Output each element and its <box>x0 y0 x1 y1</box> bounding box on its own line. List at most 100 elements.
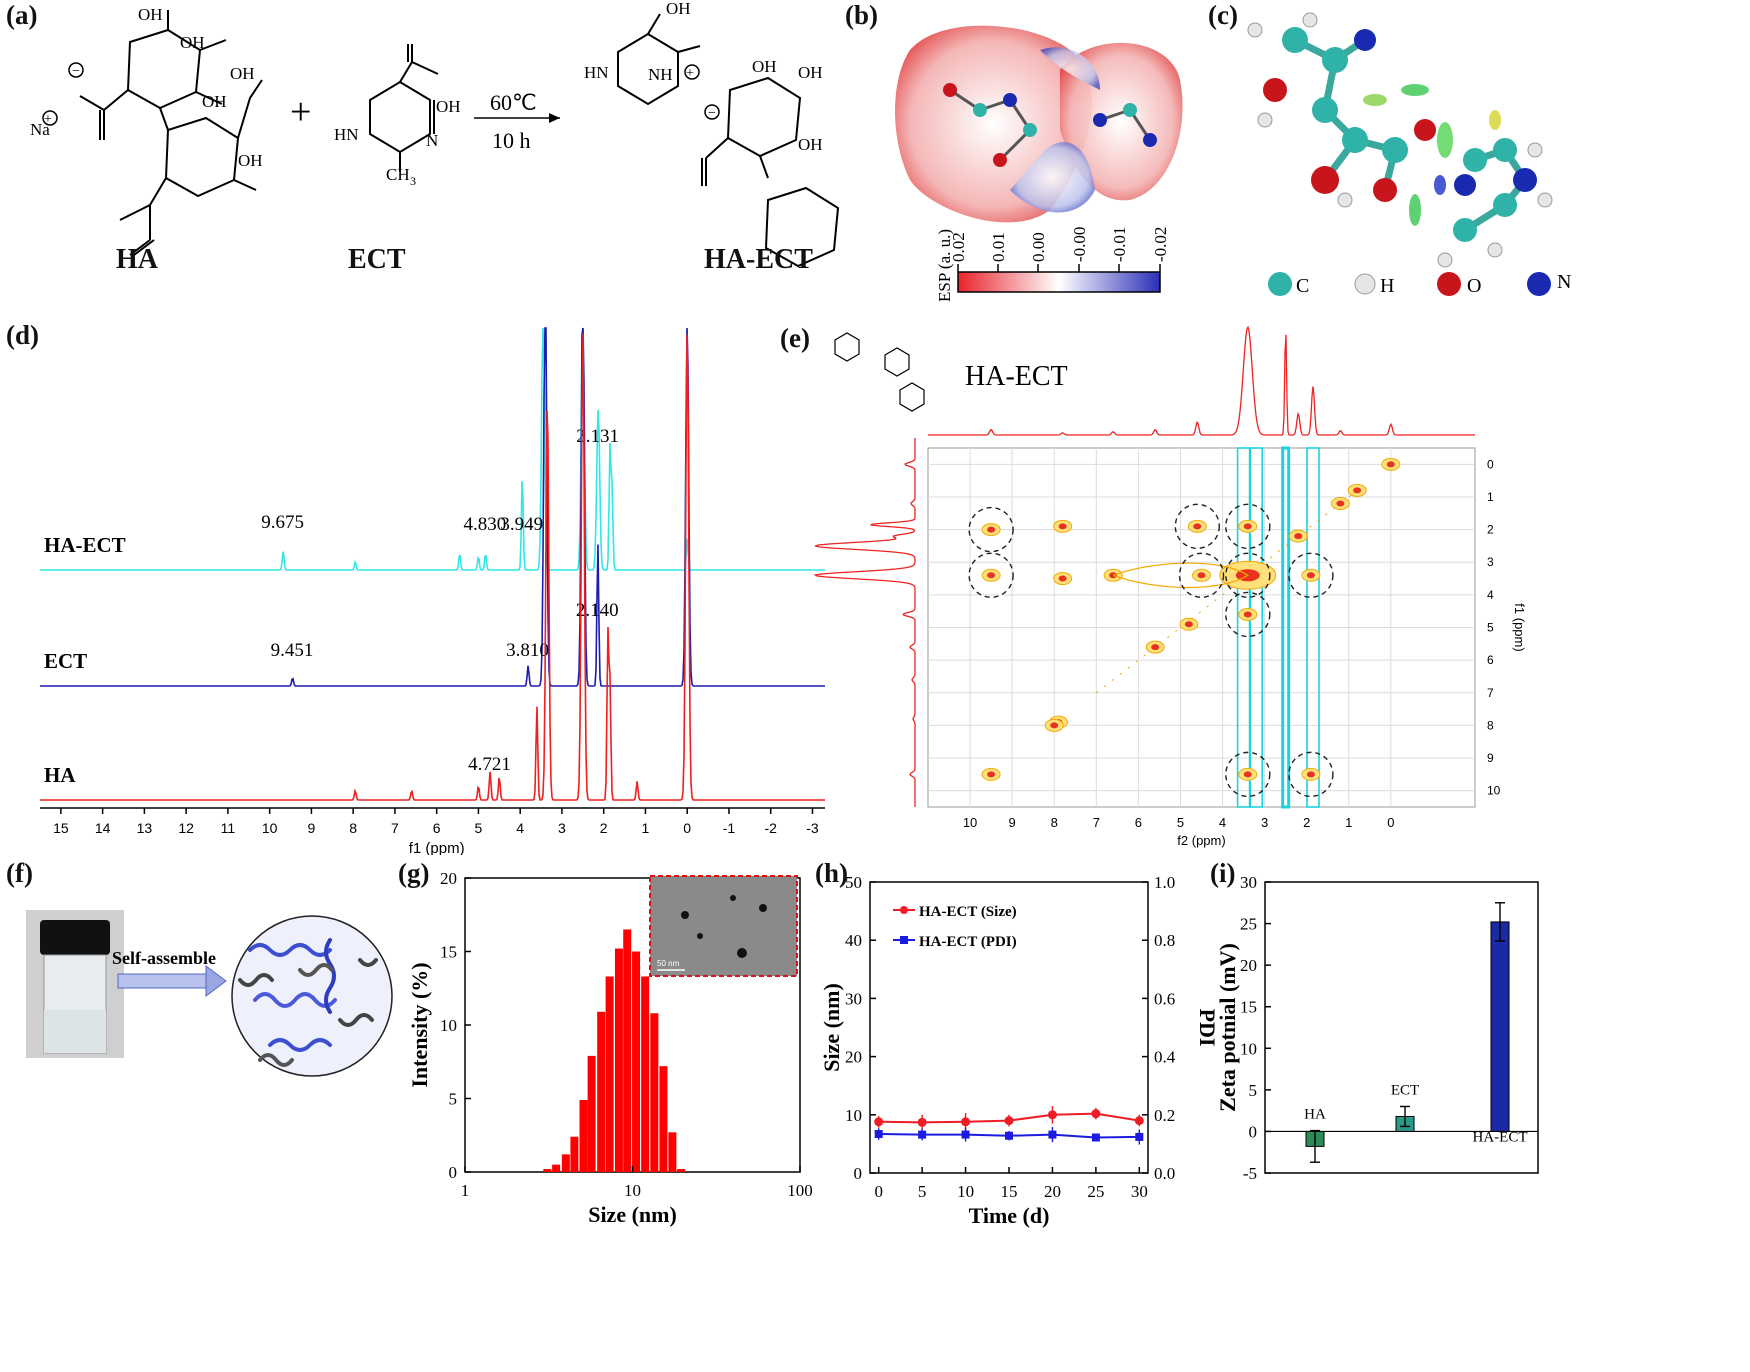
legend-atom-o <box>1437 272 1461 296</box>
tem-particle <box>697 933 703 939</box>
x-tick-label: 3 <box>558 820 566 836</box>
ha-oh-5: OH <box>238 151 263 170</box>
y-tick-label: 2 <box>1487 523 1494 537</box>
x-axis-title: f1 (ppm) <box>409 840 465 855</box>
hae-oh-2: OH <box>752 57 777 76</box>
panel-label-b: (b) <box>845 0 878 30</box>
y2-tick-label: 0.4 <box>1154 1048 1176 1067</box>
cross-peak-core <box>1197 572 1206 579</box>
x-tick-label: 14 <box>95 820 111 836</box>
x-axis-title: f2 (ppm) <box>1177 833 1225 848</box>
projection-f1 <box>813 438 916 807</box>
y2-tick-label: 1.0 <box>1154 873 1175 892</box>
y-tick-label: 0 <box>1249 1122 1258 1141</box>
cross-peak-core <box>1193 523 1202 530</box>
esp-blue-region <box>1010 142 1095 213</box>
x-tick-label: 3 <box>1261 815 1268 830</box>
data-point <box>1135 1132 1144 1141</box>
spectrum-line-ha-ect <box>40 327 825 571</box>
x-tick-label: -1 <box>723 820 736 836</box>
plus-sign: + <box>290 91 311 133</box>
x-tick-label: 13 <box>137 820 153 836</box>
panel-label-g: (g) <box>398 858 430 888</box>
tem-inset <box>649 875 798 977</box>
ha-ring-lower <box>164 116 240 198</box>
y-tick-label: 20 <box>440 869 457 888</box>
cross-peak-core <box>1306 771 1315 778</box>
spectrum-line-ha <box>40 333 825 801</box>
x-axis-title: Size (nm) <box>588 1202 677 1227</box>
hae-nh: NH <box>648 65 673 84</box>
highlight-circle <box>1225 552 1271 598</box>
x-tick-label: 10 <box>262 820 278 836</box>
highlight-circle <box>1288 552 1334 598</box>
bar <box>570 1136 579 1172</box>
plot-frame <box>869 881 1149 1174</box>
x-tick-label: 0 <box>874 1182 883 1201</box>
y-tick-label: 0 <box>449 1163 458 1182</box>
y-axis-title: Size (nm) <box>819 983 844 1072</box>
highlight-circle <box>1225 503 1271 550</box>
spectrum-name-ha-ect: HA-ECT <box>44 533 126 557</box>
condition-temp: 60℃ <box>490 90 537 115</box>
cross-peak-core <box>1243 523 1252 530</box>
cross-peak-core <box>1386 461 1395 468</box>
y-tick-label: 7 <box>1487 686 1494 700</box>
x-tick-label: 1 <box>1345 815 1352 830</box>
data-point <box>961 1117 971 1127</box>
category-label: HA <box>1304 1107 1326 1123</box>
peak-label: 4.721 <box>468 754 511 775</box>
y2-tick-label: 0.6 <box>1154 989 1175 1008</box>
ect-n: N <box>426 131 438 150</box>
highlight-circle <box>1225 591 1271 638</box>
y-tick-label: 10 <box>845 1106 862 1125</box>
bar <box>677 1169 686 1172</box>
legend-label: HA-ECT (Size) <box>919 904 1017 920</box>
highlight-circle <box>1178 552 1225 598</box>
x-tick-label: 9 <box>1009 815 1016 830</box>
x-tick-label: 20 <box>1044 1182 1061 1201</box>
x-tick-label: 15 <box>1001 1182 1018 1201</box>
data-point <box>917 1117 927 1127</box>
panel-label-a: (a) <box>6 0 38 30</box>
bar <box>659 1066 668 1172</box>
y-tick-label: 6 <box>1487 653 1494 667</box>
ect-ch3: CH <box>386 165 410 184</box>
x-tick-label: -3 <box>806 820 819 836</box>
cross-peak-core <box>1294 533 1303 540</box>
panel-label-e: (e) <box>780 323 810 353</box>
highlight-circle <box>1288 751 1334 798</box>
bar <box>623 929 632 1172</box>
cross-peak-core <box>987 526 996 533</box>
legend-atom-n-label: N <box>1557 271 1571 293</box>
y-tick-label: 30 <box>845 989 862 1008</box>
hae-hn: HN <box>584 63 609 82</box>
legend-atom-o-label: O <box>1467 275 1481 297</box>
y-tick-label: 15 <box>1240 998 1257 1017</box>
data-point <box>1134 1116 1144 1126</box>
artifact-streak <box>1249 447 1264 808</box>
panel-label-d: (d) <box>6 320 39 350</box>
data-point <box>874 1117 884 1127</box>
y-tick-label: 5 <box>1249 1081 1258 1100</box>
data-point <box>1091 1109 1101 1119</box>
y-tick-label: 8 <box>1487 718 1494 732</box>
peak-label: 9.451 <box>271 640 314 661</box>
x-tick-label: 1 <box>461 1181 470 1200</box>
y-axis-title: Zeta potnial (mV) <box>1215 943 1240 1112</box>
x-tick-label: 7 <box>391 820 399 836</box>
bar <box>605 976 614 1172</box>
peak-label: 3.810 <box>506 640 549 661</box>
cross-peak-core <box>1184 621 1193 628</box>
y-tick-label: 9 <box>1487 751 1494 765</box>
panel-label-c: (c) <box>1208 0 1238 30</box>
bar <box>614 948 623 1172</box>
cross-peak-core <box>987 572 996 579</box>
ha-oh-1: OH <box>138 5 163 24</box>
compound-ha: HA <box>116 244 158 275</box>
nci-isosurfaces <box>1363 84 1501 226</box>
bar <box>587 1055 596 1172</box>
bar <box>561 1154 570 1172</box>
x-tick-label: 5 <box>1177 815 1184 830</box>
x-tick-label: 10 <box>957 1182 974 1201</box>
